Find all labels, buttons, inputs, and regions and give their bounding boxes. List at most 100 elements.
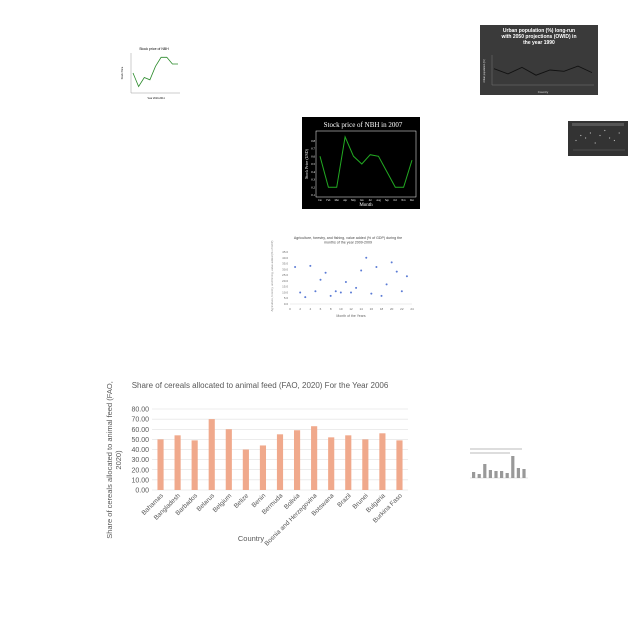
- stock-2007-xtick: Aug: [376, 199, 381, 202]
- small-gray-bar: [511, 456, 515, 478]
- small-scatter-background: [568, 121, 628, 156]
- cereals-ytick: 80.00: [131, 407, 149, 414]
- cereals-bar: [242, 449, 249, 490]
- agri-ytick: 15.0: [282, 285, 288, 289]
- agri-ylabel: Agriculture, forestry, and fishing, valu…: [270, 240, 274, 311]
- stock-2007-xtick: Nov: [401, 199, 406, 202]
- small-gray-bar: [477, 474, 481, 478]
- agri-point: [365, 256, 368, 259]
- agri-point: [375, 266, 378, 269]
- small-scatter-point: [604, 129, 606, 132]
- agri-xtick: 24: [410, 307, 414, 311]
- cereals-bar: [345, 435, 352, 490]
- small-gray-bar: [488, 470, 492, 478]
- agri-xtick: 20: [390, 307, 394, 311]
- cereals-title: Share of cereals allocated to animal fee…: [132, 381, 389, 390]
- stock-2007-xtick: Sep: [385, 199, 390, 202]
- agri-point: [395, 270, 398, 273]
- small-gray-bar: [516, 468, 520, 478]
- agri-point: [405, 275, 408, 278]
- stock-2007-ytick: 0.8: [311, 139, 315, 143]
- small-scatter-point: [575, 139, 577, 142]
- stock-2007-xtick: Dec: [410, 199, 415, 202]
- urban-ylabel: Urban population (%): [483, 59, 486, 83]
- agri-ytick: 35.0: [282, 262, 288, 266]
- stock-2007-title: Stock price of NBH in 2007: [324, 121, 403, 129]
- agri-xlabel: Month of the Years: [336, 314, 365, 318]
- small-scatter-point: [580, 134, 582, 137]
- cereals-bar: [311, 426, 318, 490]
- cereals-category-label: Brazil: [336, 492, 353, 509]
- agri-ytick: 10.0: [282, 290, 288, 294]
- agri-point: [294, 266, 297, 269]
- cereals-ytick: 10.00: [131, 477, 149, 484]
- agri-ytick: 5.0: [284, 296, 289, 300]
- agri-ytick: 40.0: [282, 256, 288, 260]
- agri-point: [324, 271, 327, 274]
- stock-2007-ytick: 0.7: [311, 147, 315, 151]
- stock-2007-ytick: 0.6: [311, 154, 315, 158]
- agri-point: [319, 278, 322, 281]
- agri-point: [355, 286, 358, 289]
- agri-point: [344, 281, 347, 284]
- agri-point: [309, 264, 312, 267]
- agri-xtick: 14: [359, 307, 363, 311]
- cereals-ytick: 0.00: [135, 488, 149, 495]
- stock-2007-line: [319, 135, 413, 188]
- stock-2007-xtick: Oct: [393, 199, 397, 202]
- agri-xtick: 8: [330, 307, 332, 311]
- agri-xtick: 16: [370, 307, 374, 311]
- small-stock-title: Stock price of NBH: [139, 47, 169, 51]
- cereals-bar: [328, 437, 335, 490]
- agri-xtick: 2: [299, 307, 301, 311]
- stock-2007-ylabel: Stock Price (USD): [304, 148, 309, 179]
- agri-xtick: 18: [380, 307, 384, 311]
- agri-point: [314, 290, 317, 293]
- cereals-xlabel: Country: [238, 534, 265, 543]
- cereals-bar: [225, 429, 232, 490]
- agri-point: [329, 294, 332, 297]
- agri-xtick: 22: [400, 307, 404, 311]
- small-scatter-point: [594, 142, 596, 144]
- cereals-bar: [362, 439, 369, 490]
- small-gray-bar: [505, 473, 509, 478]
- agri-point: [299, 291, 302, 294]
- agri-ytick: 45.0: [282, 250, 288, 254]
- small-scatter-point: [618, 132, 620, 134]
- agri-point: [400, 290, 403, 293]
- agri-point: [390, 261, 393, 264]
- agri-scatter-chart: Agriculture, forestry, and fishing, valu…: [270, 236, 414, 318]
- small-scatter-point: [585, 137, 587, 139]
- urban-xlabel: Country: [538, 90, 549, 94]
- small-gray-bar: [522, 469, 526, 478]
- small-scatter-point: [609, 137, 611, 139]
- small-scatter-point: [589, 132, 591, 134]
- urban-population-chart: Urban population (%) long-run with 2050 p…: [480, 25, 598, 95]
- stock-2007-frame: [315, 130, 417, 198]
- agri-ytick: 30.0: [282, 267, 288, 271]
- small-gray-subtitle-bar: [470, 452, 510, 454]
- cereals-bar: [259, 445, 267, 490]
- agri-point: [350, 291, 352, 294]
- stock-2007-ytick: 0.4: [311, 170, 315, 174]
- cereals-bar-chart: Share of cereals allocated to animal fee…: [105, 381, 408, 547]
- cereals-ytick: 60.00: [131, 427, 149, 434]
- stock-2007-xtick: Jul: [369, 199, 372, 202]
- stock-2007-ytick: 0.2: [311, 185, 315, 189]
- cereals-bar: [208, 419, 215, 490]
- small-stock-line: [132, 56, 178, 88]
- urban-background: [480, 25, 598, 95]
- agri-ytick: 0.0: [284, 302, 289, 306]
- cereals-ytick: 20.00: [131, 467, 149, 474]
- agri-xtick: 0: [289, 307, 291, 311]
- small-stock-xlabel: Year 2010-2011: [147, 97, 165, 100]
- small-stock-ylabel: Stock Price: [121, 66, 124, 79]
- stock-2007-chart: Stock price of NBH in 2007 0.1 0.2 0.3 0.4 0…: [302, 117, 420, 209]
- small-scatter-point: [613, 139, 615, 142]
- small-gray-bar: [483, 464, 487, 478]
- small-stock-chart: Stock price of NBH Year 2010-2011 Stock …: [118, 45, 182, 103]
- cereals-ytick: 40.00: [131, 447, 149, 454]
- agri-xtick: 10: [339, 307, 343, 311]
- cereals-category-label: Belize: [233, 492, 251, 510]
- stock-2007-xtick: Jun: [360, 199, 364, 202]
